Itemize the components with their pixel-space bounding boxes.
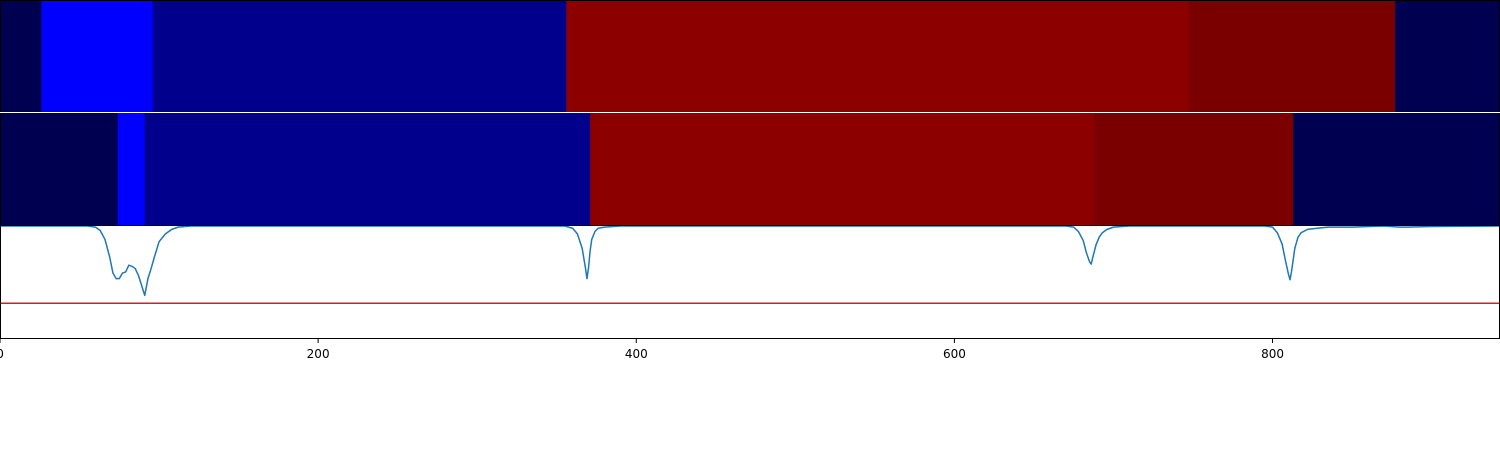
segment-row-middle	[0, 113, 1500, 225]
segment-bar-row1-6	[1395, 0, 1500, 112]
curve-panel-background	[0, 226, 1500, 338]
segment-bar-row1-3	[152, 0, 567, 112]
segment-bar-row2-6	[1293, 113, 1500, 225]
x-axis: 0 200 400 600 800	[0, 339, 1284, 361]
segment-bar-row2-4	[590, 113, 1095, 225]
curve-series-line	[0, 225, 1500, 297]
segment-bar-row1-4	[566, 0, 1189, 112]
x-tick-label-600: 600	[943, 347, 966, 361]
x-tick-label-400: 400	[625, 347, 648, 361]
x-tick-label-800: 800	[1261, 347, 1284, 361]
segment-row-top	[0, 0, 1500, 112]
segment-bar-row1-2	[41, 0, 154, 112]
segment-bar-row2-3	[144, 113, 591, 225]
segment-bar-row1-5	[1188, 0, 1396, 112]
curve-panel	[0, 225, 1500, 338]
segment-bar-row2-2	[117, 113, 146, 225]
x-tick-label-200: 200	[307, 347, 330, 361]
x-tick-label-0: 0	[0, 347, 4, 361]
segment-bar-row2-1	[0, 113, 119, 225]
segment-bar-row2-5	[1094, 113, 1294, 225]
segment-bar-row1-1	[0, 0, 42, 112]
